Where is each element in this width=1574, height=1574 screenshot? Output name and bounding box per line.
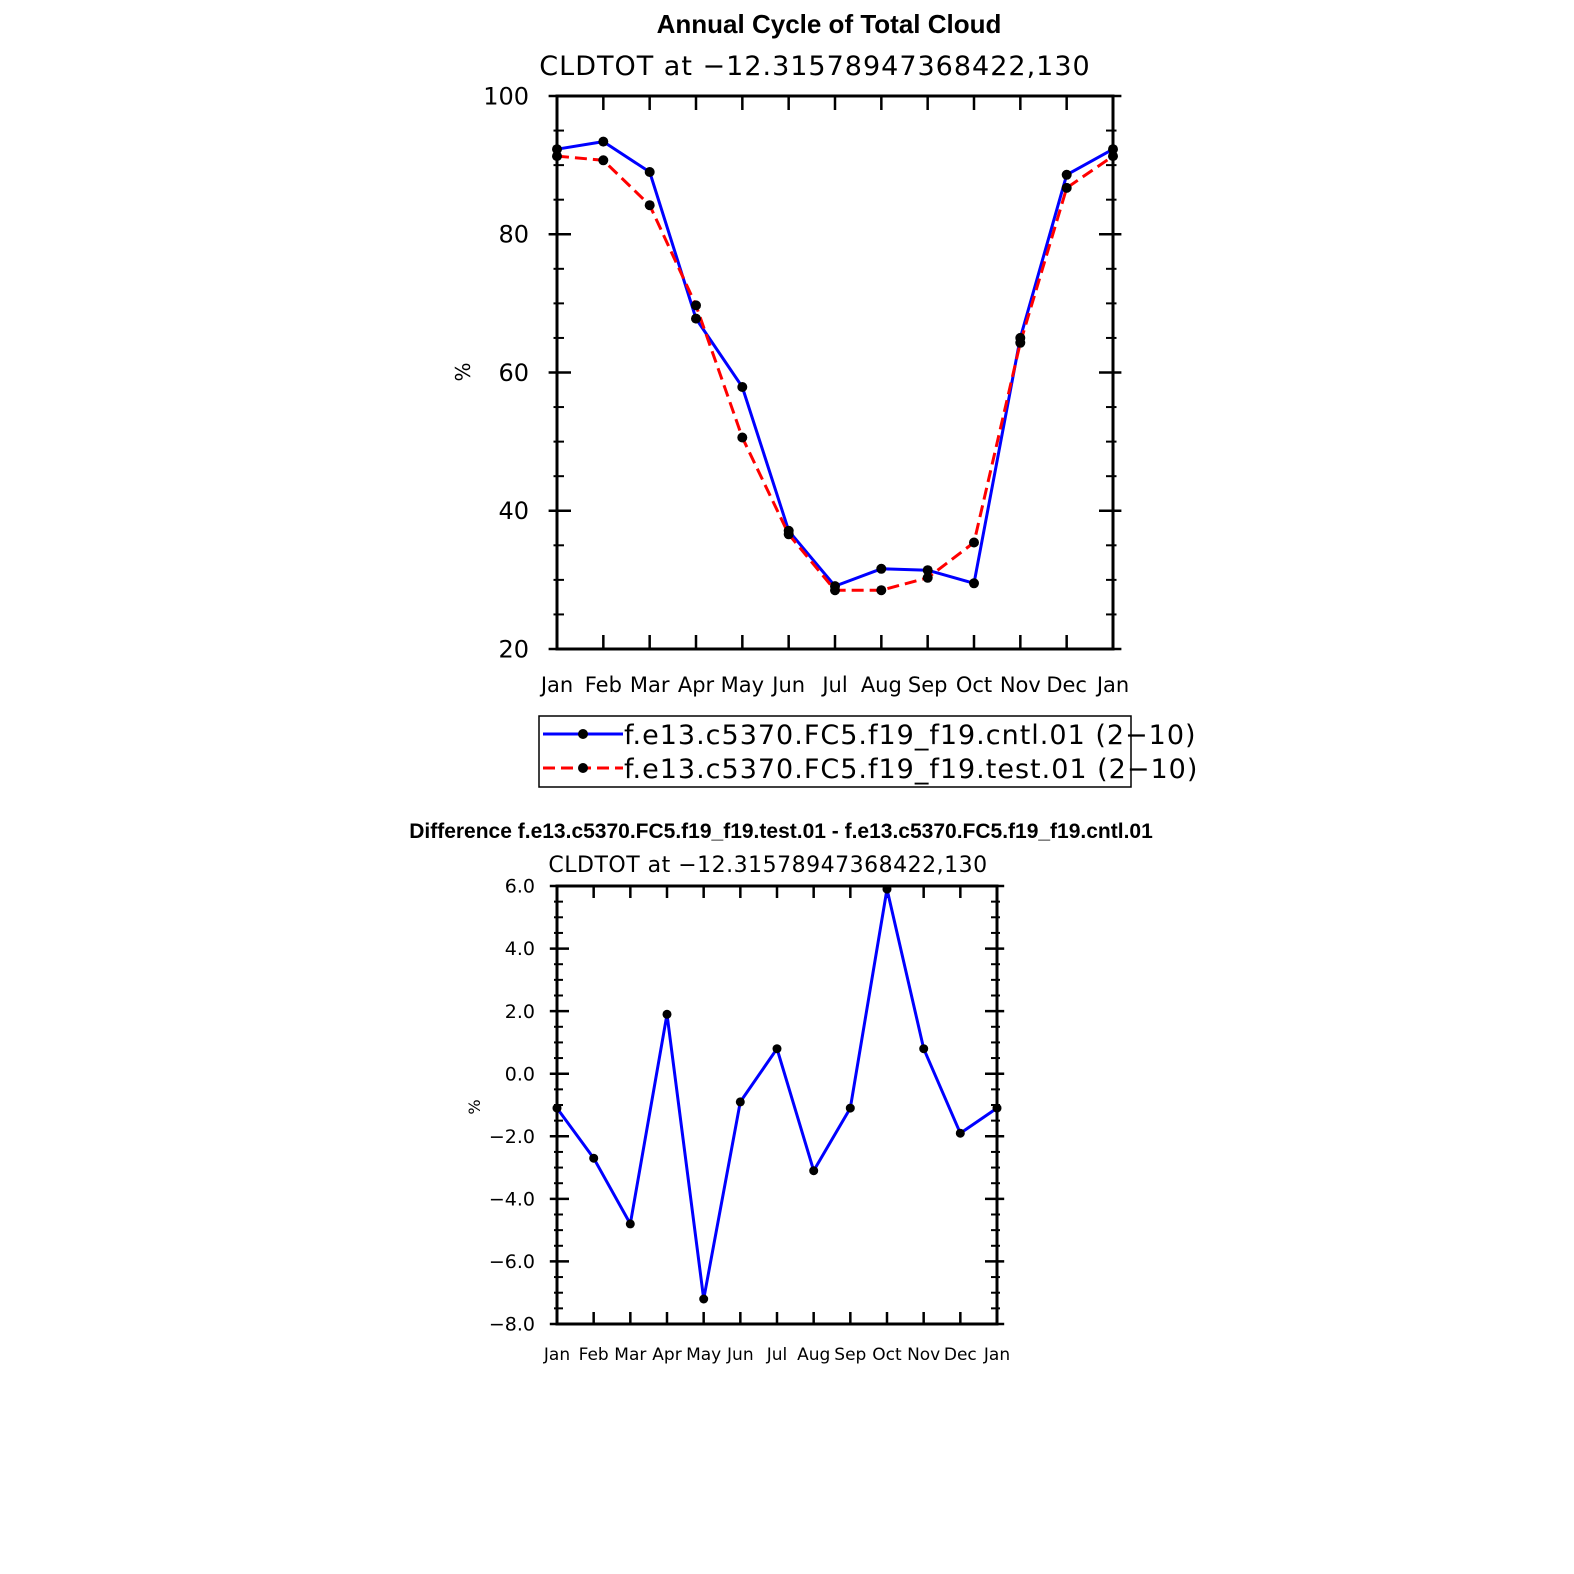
x-tick-label-nov: Nov	[907, 1345, 940, 1365]
y-tick-label: 2.0	[505, 1001, 535, 1023]
y-tick-label: 0.0	[505, 1063, 535, 1085]
chart-subtitle: CLDTOT at −12.31578947368422,130	[548, 853, 987, 878]
x-tick-label-jan: Jan	[539, 673, 573, 697]
x-tick-label-apr: Apr	[652, 1345, 681, 1365]
series-line-0	[556, 140, 1114, 588]
y-tick-labels: −8.0 −6.0 −4.0 −2.0 0.0 2.0 4.0 6.0	[489, 876, 535, 1336]
x-tick-label-jan: Jan	[543, 1345, 570, 1365]
x-tick-label-aug: Aug	[861, 673, 902, 697]
x-tick-label-mar: Mar	[630, 673, 670, 697]
y-tick-label: −4.0	[489, 1189, 535, 1211]
x-tick-label-feb: Feb	[585, 673, 622, 697]
data-point-0-5	[735, 1097, 745, 1107]
data-point-0-11	[1061, 169, 1072, 180]
legend-box	[538, 715, 1132, 788]
y-tick-labels: 20 40 60 80 100	[483, 82, 529, 663]
data-point-0-3	[691, 313, 701, 324]
series-line-1	[556, 154, 1114, 592]
x-tick-labels: Jan Feb Mar Apr May Jun Jul Aug Sep Oct Nov Dec Jan	[539, 673, 1129, 697]
x-tick-label-sep: Sep	[834, 1345, 866, 1365]
data-point-0-4	[737, 382, 748, 392]
chart-title: Difference f.e13.c5370.FC5.f19_f19.test.…	[409, 820, 1153, 843]
data-point-0-1	[589, 1153, 599, 1163]
data-point-0-2	[625, 1219, 635, 1229]
x-tick-label-jan: Jan	[1095, 673, 1129, 697]
x-tick-label-jul: Jul	[766, 1345, 788, 1365]
series-lines	[552, 136, 1118, 596]
y-tick-label: 60	[498, 359, 529, 387]
y-tick-label: 6.0	[505, 876, 535, 898]
legend-marker-cntl	[578, 729, 588, 739]
data-point-1-6	[830, 585, 840, 596]
x-tick-label-jun: Jun	[770, 673, 805, 697]
y-tick-label: −2.0	[489, 1126, 535, 1148]
data-point-0-7	[809, 1166, 819, 1176]
chart-title: Annual Cycle of Total Cloud	[657, 9, 1002, 39]
data-point-1-7	[876, 585, 887, 596]
y-tick-label: 20	[498, 635, 529, 663]
axis-ticks	[548, 94, 1122, 651]
data-point-1-1	[598, 155, 609, 166]
legend: f.e13.c5370.FC5.f19_f19.cntl.01 (2−10) f…	[538, 715, 1198, 788]
data-point-1-2	[644, 200, 655, 211]
x-tick-label-aug: Aug	[797, 1345, 830, 1365]
series-line-0	[555, 887, 998, 1301]
legend-label-test: f.e13.c5370.FC5.f19_f19.test.01 (2−10)	[624, 754, 1198, 785]
x-tick-label-jul: Jul	[820, 673, 847, 697]
y-tick-label: 100	[483, 82, 529, 110]
data-point-0-8	[845, 1103, 855, 1113]
y-tick-label: −6.0	[489, 1251, 535, 1273]
chart-subtitle: CLDTOT at −12.31578947368422,130	[539, 51, 1090, 82]
legend-label-cntl: f.e13.c5370.FC5.f19_f19.cntl.01 (2−10)	[624, 720, 1197, 751]
plot-frame	[555, 884, 999, 1326]
y-tick-label: 4.0	[505, 938, 535, 960]
x-tick-label-may: May	[686, 1345, 721, 1365]
x-tick-label-oct: Oct	[872, 1345, 902, 1365]
x-tick-label-dec: Dec	[944, 1345, 977, 1365]
data-point-1-8	[922, 572, 933, 583]
y-tick-label: 80	[498, 221, 529, 249]
data-point-1-10	[1015, 337, 1026, 348]
data-point-0-2	[644, 167, 655, 177]
data-point-1-5	[783, 529, 794, 540]
data-point-0-10	[919, 1044, 929, 1054]
x-tick-label-sep: Sep	[908, 673, 948, 697]
data-point-1-4	[737, 432, 748, 443]
data-point-0-3	[662, 1009, 672, 1019]
y-tick-label: −8.0	[489, 1314, 535, 1336]
difference-chart: Difference f.e13.c5370.FC5.f19_f19.test.…	[409, 820, 1153, 1365]
x-tick-label-apr: Apr	[678, 673, 715, 697]
y-tick-label: 40	[498, 497, 529, 525]
data-point-0-9	[969, 578, 979, 589]
x-tick-label-oct: Oct	[956, 673, 992, 697]
y-axis-label: %	[465, 1099, 484, 1114]
data-point-0-6	[772, 1044, 782, 1054]
y-axis-label: %	[451, 362, 475, 381]
x-tick-label-dec: Dec	[1046, 673, 1087, 697]
data-point-1-11	[1061, 182, 1072, 193]
data-point-1-9	[969, 537, 979, 548]
legend-marker-test	[578, 763, 588, 773]
data-point-0-11	[955, 1128, 965, 1138]
data-point-0-8	[922, 565, 933, 576]
data-point-0-4	[699, 1294, 709, 1304]
x-tick-label-mar: Mar	[614, 1345, 646, 1365]
series-lines	[552, 884, 1002, 1304]
data-point-0-1	[598, 136, 609, 147]
data-point-0-7	[876, 563, 887, 574]
x-tick-label-jan: Jan	[983, 1345, 1010, 1365]
x-tick-label-nov: Nov	[1000, 673, 1041, 697]
data-point-1-3	[691, 300, 701, 311]
x-tick-labels: Jan Feb Mar Apr May Jun Jul Aug Sep Oct Nov Dec Jan	[543, 1345, 1010, 1365]
plot-frame	[555, 94, 1115, 651]
annual-cycle-chart: Annual Cycle of Total Cloud CLDTOT at −1…	[451, 9, 1198, 788]
x-tick-label-jun: Jun	[726, 1345, 754, 1365]
x-tick-label-may: May	[721, 673, 764, 697]
axis-ticks	[549, 884, 1005, 1326]
x-tick-label-feb: Feb	[579, 1345, 609, 1365]
